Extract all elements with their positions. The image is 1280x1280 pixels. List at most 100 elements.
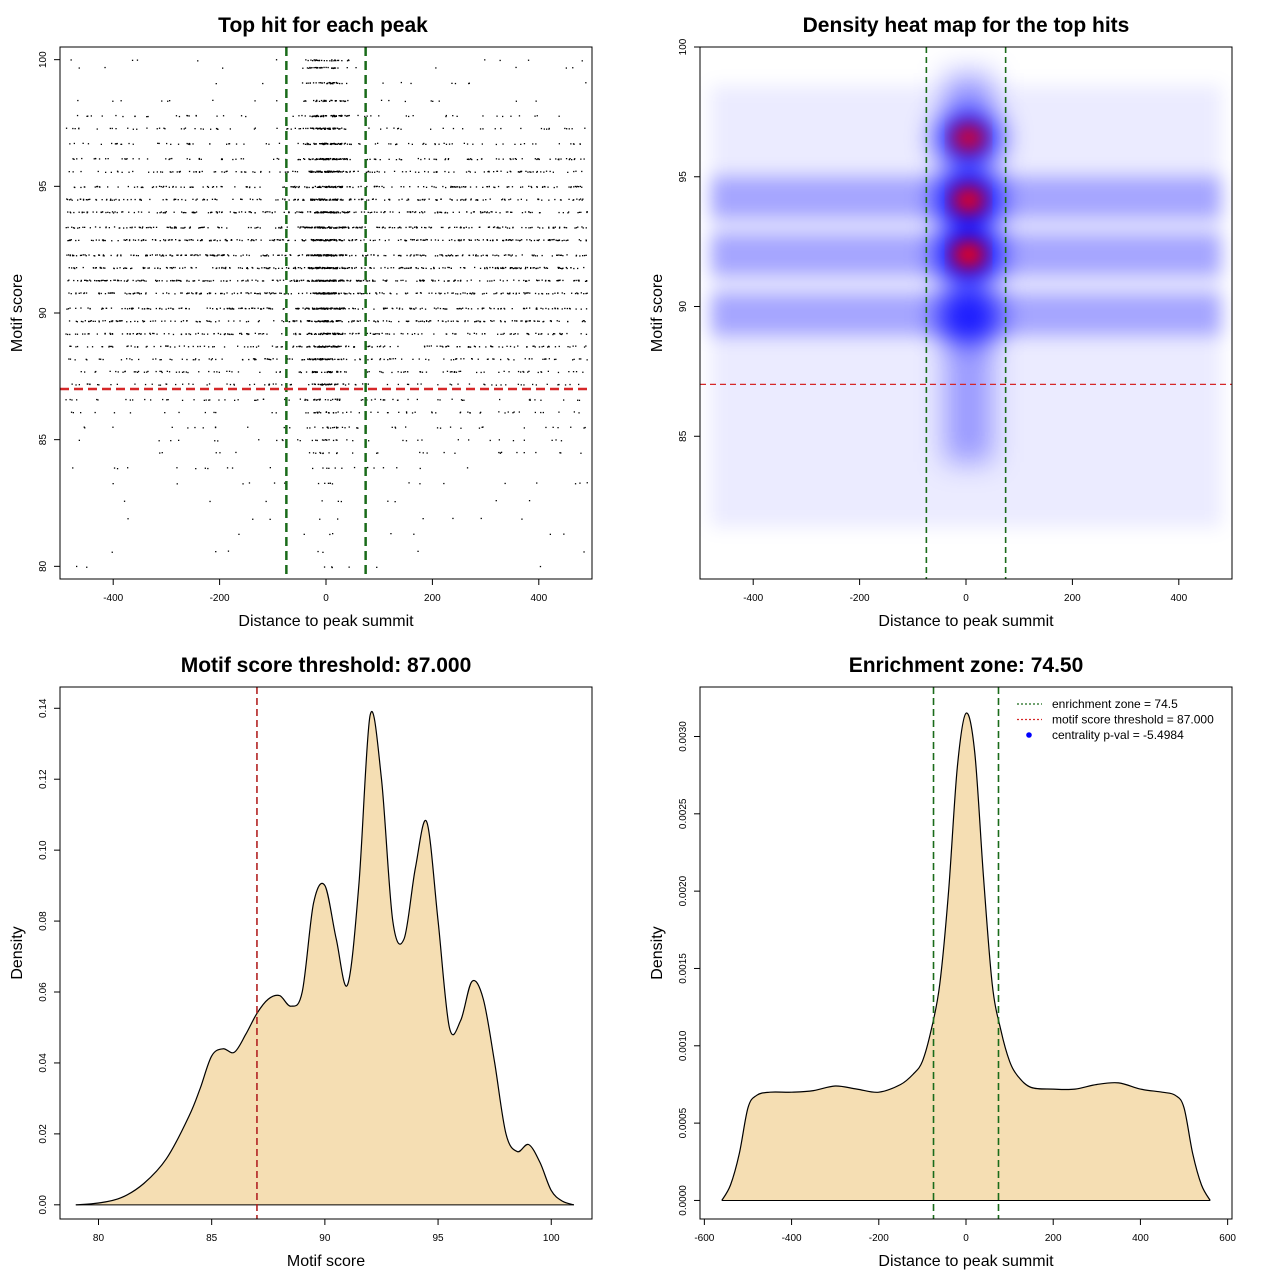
scatter-point	[102, 307, 104, 310]
scatter-point	[537, 371, 539, 374]
scatter-point	[324, 308, 326, 310]
scatter-point	[218, 226, 220, 229]
scatter-point	[523, 371, 525, 373]
scatter-point	[534, 411, 536, 414]
scatter-point	[457, 254, 459, 257]
scatter-point	[336, 399, 338, 401]
scatter-point	[295, 307, 297, 310]
scatter-point	[294, 127, 296, 129]
scatter-point	[504, 412, 506, 414]
scatter-point	[291, 186, 293, 188]
scatter-point	[334, 158, 336, 161]
scatter-point	[267, 255, 270, 257]
scatter-point	[463, 199, 465, 201]
scatter-point	[446, 212, 449, 214]
scatter-point	[482, 239, 484, 241]
scatter-point	[485, 346, 487, 348]
scatter-panel: Top hit for each peak -400 -200 0 200 400 80…	[9, 14, 593, 630]
scatter-point	[510, 211, 512, 213]
scatter-point	[510, 239, 512, 241]
scatter-point	[80, 186, 82, 189]
scatter-point	[498, 346, 500, 348]
scatter-point	[193, 171, 195, 173]
scatter-point	[111, 211, 114, 213]
scatter-point	[304, 399, 306, 401]
scatter-point	[195, 293, 197, 295]
scatter-point	[557, 384, 559, 386]
scatter-point	[300, 267, 303, 270]
scatter-point	[316, 280, 318, 282]
scatter-point	[318, 198, 320, 200]
scatter-point	[341, 266, 343, 269]
scatter-point	[334, 67, 337, 69]
scatter-point	[359, 280, 362, 282]
scatter-point	[509, 333, 511, 335]
scatter-point	[462, 128, 464, 130]
scatter-point	[65, 127, 68, 129]
scatter-point	[135, 280, 137, 282]
scatter-point	[567, 346, 569, 348]
scatter-point	[401, 198, 403, 200]
scatter-point	[182, 267, 184, 269]
scatter-point	[189, 158, 191, 160]
scatter-point	[454, 226, 456, 228]
scatter-point	[140, 292, 142, 295]
scatter-point	[329, 198, 331, 200]
scatter-point	[223, 293, 225, 295]
scatter-point	[528, 320, 530, 322]
scatter-point	[68, 279, 70, 281]
scatter-point	[207, 227, 209, 229]
scatter-point	[216, 240, 218, 242]
scatter-point	[327, 307, 329, 309]
scatter-point	[308, 170, 310, 172]
scatter-point	[453, 359, 455, 361]
scatter-point	[505, 384, 507, 386]
scatter-point	[577, 292, 579, 295]
scatter-point	[495, 384, 497, 386]
scatter-point	[548, 345, 550, 347]
heatmap-title: Density heat map for the top hits	[803, 14, 1130, 37]
scatter-point	[216, 115, 218, 117]
scatter-point	[288, 399, 290, 401]
scatter-point	[452, 292, 454, 294]
scatter-point	[320, 267, 322, 269]
scatter-point	[323, 321, 325, 323]
scatter-point	[93, 158, 95, 160]
scatter-point	[328, 371, 331, 373]
scatter-point	[583, 346, 586, 348]
scatter-point	[475, 254, 477, 256]
scatter-point	[421, 439, 423, 441]
scatter-point	[318, 279, 320, 281]
scatter-point	[303, 199, 305, 201]
scatter-point	[536, 308, 538, 310]
scatter-point	[578, 412, 580, 414]
scatter-point	[273, 482, 276, 484]
scatter-point	[137, 370, 140, 373]
scatter-point	[231, 307, 233, 309]
scatter-point	[412, 308, 414, 310]
scatter-point	[282, 239, 285, 241]
scatter-point	[339, 115, 342, 117]
scatter-point	[449, 426, 452, 428]
scatter-point	[359, 320, 361, 322]
scatter-point	[175, 186, 177, 188]
scatter-point	[170, 227, 172, 229]
scatter-point	[438, 292, 440, 294]
scatter-point	[405, 115, 407, 117]
scatter-point	[549, 239, 551, 242]
scatter-point	[340, 500, 342, 503]
scatter-point	[367, 254, 369, 256]
scatter-point	[505, 254, 507, 256]
scatter-point	[530, 240, 532, 242]
scatter-point	[281, 333, 283, 335]
scatter-x-tick-label: 400	[530, 593, 547, 604]
scatter-point	[152, 186, 155, 188]
scatter-point	[397, 371, 399, 373]
scatter-point	[373, 254, 375, 256]
scatter-point	[240, 158, 242, 160]
scatter-point	[155, 370, 157, 373]
scatter-point	[124, 292, 126, 294]
scatter-point	[562, 279, 564, 282]
scatter-point	[406, 254, 408, 257]
